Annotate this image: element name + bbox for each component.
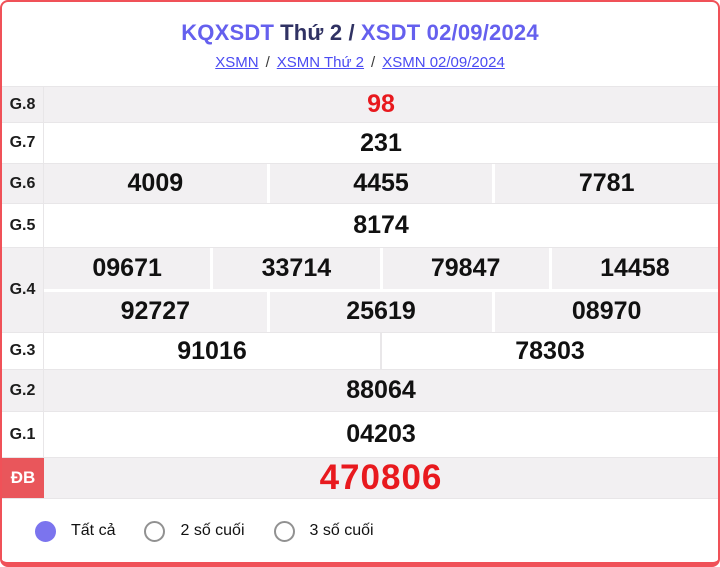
prize-label-g2: G.2 <box>2 370 44 411</box>
prize-value: 92727 <box>120 297 191 326</box>
title-weekday: Thứ 2 / <box>280 19 355 45</box>
prize-value: 09671 <box>92 253 162 282</box>
page-title: KQXSDT Thứ 2 / XSDT 02/09/2024 <box>181 20 539 46</box>
prize-row-g6: G.6 4009 4455 7781 <box>2 163 718 203</box>
prize-label-g7: G.7 <box>2 123 44 163</box>
breadcrumb-separator: / <box>265 53 270 71</box>
prize-row-db: ĐB 470806 <box>2 457 718 498</box>
prize-label-g4: G.4 <box>2 248 44 332</box>
prize-value: 33714 <box>210 248 379 289</box>
radio-unselected-icon <box>273 520 295 542</box>
prize-value: 14458 <box>548 248 718 289</box>
prize-value: 231 <box>360 128 402 157</box>
filter-option-all[interactable]: Tất cả <box>35 520 116 542</box>
results-table: G.8 98 G.7 231 G.6 4009 4455 7781 G.5 81… <box>2 86 718 499</box>
header: KQXSDT Thứ 2 / XSDT 02/09/2024 XSMN / XS… <box>2 2 718 86</box>
prize-value: 08970 <box>492 291 718 332</box>
breadcrumb-link-xsmn-weekday[interactable]: XSMN Thứ 2 <box>276 53 365 71</box>
title-kqxsdt: KQXSDT <box>181 19 275 45</box>
prize-label-g8: G.8 <box>2 87 44 122</box>
prize-value: 8174 <box>353 211 409 239</box>
prize-row-g7: G.7 231 <box>2 122 718 163</box>
prize-label-db: ĐB <box>2 458 44 498</box>
filter-option-last2[interactable]: 2 số cuối <box>144 520 245 542</box>
radio-unselected-icon <box>144 520 166 542</box>
prize-label-g5: G.5 <box>2 204 44 247</box>
prize-value: 88064 <box>346 376 416 404</box>
prize-value: 4455 <box>266 164 493 203</box>
prize-value: 04203 <box>346 420 416 448</box>
prize-value: 4009 <box>127 169 184 197</box>
prize-value: 91016 <box>177 336 247 365</box>
prize-value: 7781 <box>492 164 718 203</box>
prize-row-g4: G.4 09671 33714 79847 14458 92727 25619 … <box>2 247 718 332</box>
filter-bar: Tất cả 2 số cuối 3 số cuối <box>2 499 718 562</box>
filter-option-label: 2 số cuối <box>180 522 245 539</box>
filter-option-label: 3 số cuối <box>309 522 374 539</box>
prize-row-g4-line1: 09671 33714 79847 14458 <box>44 248 718 289</box>
prize-row-g3: G.3 91016 78303 <box>2 332 718 369</box>
prize-label-g3: G.3 <box>2 333 44 369</box>
title-draw-date: XSDT 02/09/2024 <box>360 19 539 45</box>
prize-row-g5: G.5 8174 <box>2 203 718 247</box>
breadcrumb-link-xsmn[interactable]: XSMN <box>215 53 259 71</box>
radio-selected-icon <box>35 520 56 542</box>
prize-label-g6: G.6 <box>2 164 44 203</box>
prize-row-g2: G.2 88064 <box>2 369 718 411</box>
prize-value: 78303 <box>380 333 718 369</box>
prize-row-g1: G.1 04203 <box>2 411 718 457</box>
breadcrumb-link-xsmn-date[interactable]: XSMN 02/09/2024 <box>382 53 505 71</box>
breadcrumb-separator: / <box>371 53 376 71</box>
prize-value: 25619 <box>266 291 493 332</box>
filter-option-last3[interactable]: 3 số cuối <box>273 520 374 542</box>
prize-row-g8: G.8 98 <box>2 86 718 122</box>
prize-value: 98 <box>367 90 395 118</box>
prize-label-g1: G.1 <box>2 412 44 457</box>
prize-value: 79847 <box>379 248 549 289</box>
filter-option-label: Tất cả <box>71 522 116 539</box>
breadcrumb: XSMN / XSMN Thứ 2 / XSMN 02/09/2024 <box>215 54 505 71</box>
jackpot-value: 470806 <box>319 458 443 497</box>
prize-row-g4-line2: 92727 25619 08970 <box>44 288 718 332</box>
